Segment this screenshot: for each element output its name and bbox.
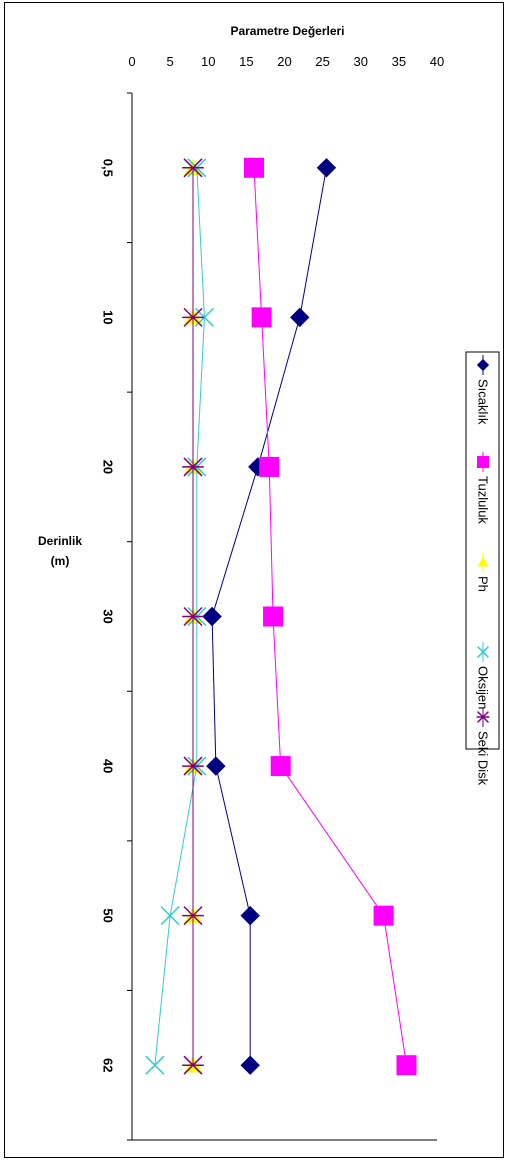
data-point [316, 158, 337, 178]
data-point [182, 756, 204, 776]
legend-label: Oksijen [476, 666, 491, 709]
data-point [251, 307, 272, 328]
legend-box [465, 351, 500, 750]
series-1 [244, 157, 417, 1076]
data-point [182, 606, 204, 627]
data-point [160, 906, 180, 926]
legend-label: Ph [476, 576, 491, 592]
legend-marker [477, 556, 489, 567]
data-point [263, 606, 284, 627]
legend-label: Seki Disk [476, 731, 491, 786]
data-point [202, 606, 222, 627]
legend-marker [477, 646, 489, 658]
legend-marker [476, 358, 490, 372]
data-point [182, 906, 204, 926]
value-tick-label: 25 [315, 54, 329, 69]
depth-category-label: 30 [101, 609, 116, 623]
data-point [206, 756, 226, 776]
data-point [290, 307, 310, 328]
data-point [396, 1055, 417, 1076]
depth-category-label: 50 [101, 908, 116, 922]
data-point [182, 1055, 204, 1075]
value-tick-label: 0 [128, 54, 135, 69]
depth-category-label: 40 [101, 759, 116, 773]
data-point [182, 307, 204, 327]
data-point [182, 457, 204, 477]
depth-category-label: 62 [101, 1058, 116, 1072]
value-tick-label: 35 [392, 54, 406, 69]
data-point [259, 456, 280, 477]
depth-category-label: 10 [101, 310, 116, 324]
data-point [182, 158, 204, 178]
data-point [145, 1055, 165, 1075]
legend-marker-stroke [477, 646, 489, 658]
legend-marker [476, 711, 490, 723]
legend-marker [477, 456, 489, 468]
value-tick-label: 40 [430, 54, 444, 69]
plot-area: Parametre Değerleri 0 5 10 15 20 25 30 35 40 0,5 10… [38, 24, 500, 1141]
value-tick-label: 5 [167, 54, 174, 69]
depth-category-label: 20 [101, 460, 116, 474]
depth-axis-title: Derinlik [38, 534, 82, 548]
series-4 [182, 158, 204, 1075]
value-axis-title: Parametre Değerleri [230, 24, 344, 38]
value-tick-label: 10 [201, 54, 215, 69]
legend-label: Tuzluluk [476, 476, 491, 524]
data-point-stroke [160, 906, 180, 926]
depth-axis-unit: (m) [51, 554, 70, 568]
legend: Sıcaklık Tuzluluk Ph Oksijen Seki Disk [465, 351, 500, 786]
data-point [244, 157, 264, 178]
data-point [240, 905, 260, 926]
data-point-stroke [145, 1055, 165, 1075]
data-point [373, 905, 394, 926]
value-tick-label: 20 [277, 54, 291, 69]
chart-frame [4, 2, 504, 1158]
data-point [240, 1055, 260, 1075]
value-tick-label: 30 [354, 54, 368, 69]
value-tick-label: 15 [239, 54, 253, 69]
series-0 [202, 158, 337, 1075]
depth-category-label: 0,5 [101, 159, 116, 177]
data-point [270, 756, 291, 777]
legend-label: Sıcaklık [476, 379, 491, 425]
